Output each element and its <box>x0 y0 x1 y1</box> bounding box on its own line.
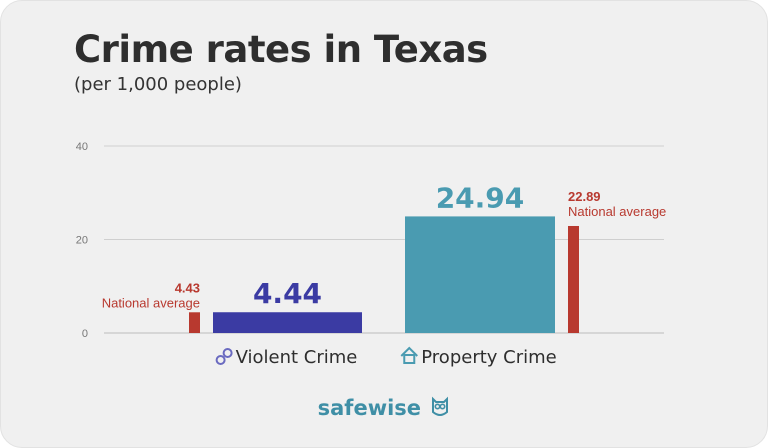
category-label: Property Crime <box>421 347 556 368</box>
national-average-label: National average <box>102 295 200 310</box>
y-tick-label: 0 <box>82 328 88 340</box>
logo-text-wise: wise <box>367 396 422 420</box>
chart-title: Crime rates in Texas <box>74 28 488 71</box>
chart-subtitle: (per 1,000 people) <box>74 74 242 95</box>
bar-violent-crime <box>213 312 362 333</box>
national-average-bar <box>568 225 579 333</box>
national-average-bar <box>189 312 200 333</box>
bar-value-label: 24.94 <box>436 181 525 214</box>
y-tick-label: 40 <box>76 141 88 153</box>
national-average-value: 4.43 <box>175 280 200 295</box>
safewise-logo: safewise <box>0 396 768 420</box>
owl-icon <box>432 396 449 416</box>
house-icon <box>400 346 418 364</box>
handcuffs-icon <box>215 348 233 365</box>
y-tick-label: 20 <box>76 235 88 247</box>
bar-property-crime <box>405 216 555 333</box>
national-average-label: National average <box>568 204 666 219</box>
logo-text-safe: safe <box>317 396 368 420</box>
category-label: Violent Crime <box>236 347 358 368</box>
national-average-value: 22.89 <box>568 189 601 204</box>
bar-value-label: 4.44 <box>253 277 322 310</box>
